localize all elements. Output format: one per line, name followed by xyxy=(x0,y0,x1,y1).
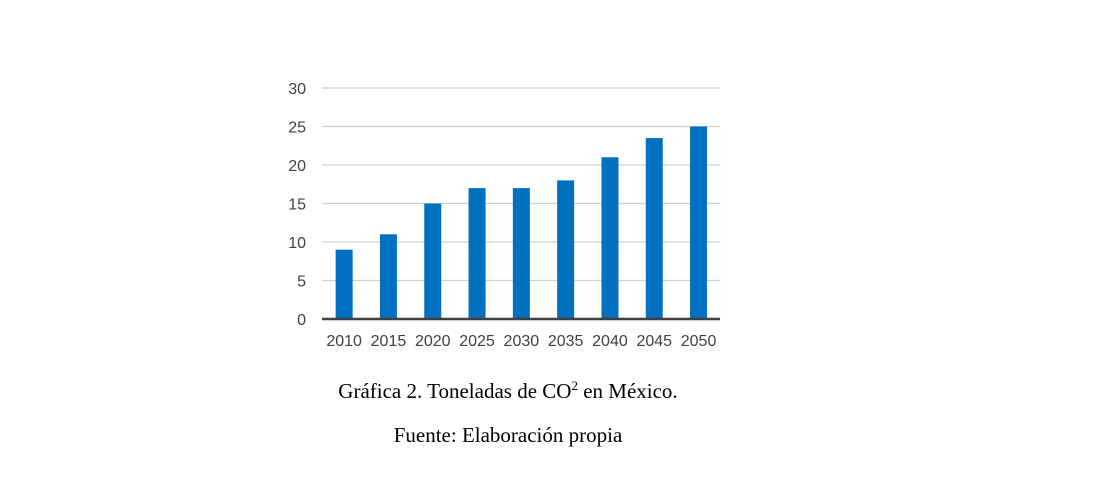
x-tick-label: 2010 xyxy=(326,333,362,350)
x-tick-label: 2045 xyxy=(636,333,672,350)
y-tick-label: 0 xyxy=(297,312,306,329)
bar-2010 xyxy=(335,249,353,319)
caption-superscript: 2 xyxy=(571,378,578,393)
y-tick-label: 25 xyxy=(288,120,306,137)
x-tick-label: 2050 xyxy=(681,333,717,350)
bar-2045 xyxy=(645,138,663,319)
bar-2020 xyxy=(424,203,442,319)
caption-prefix: Gráfica 2. Toneladas de CO xyxy=(338,379,572,403)
y-tick-label: 10 xyxy=(288,235,306,252)
bar-2035 xyxy=(557,180,575,319)
x-tick-label: 2030 xyxy=(504,333,540,350)
x-tick-label: 2025 xyxy=(459,333,495,350)
bar-2025 xyxy=(468,188,486,319)
x-tick-label: 2015 xyxy=(371,333,407,350)
caption-suffix: en México. xyxy=(577,379,678,403)
y-tick-label: 30 xyxy=(288,81,306,98)
figure-source: Fuente: Elaboración propia xyxy=(393,423,623,447)
bars xyxy=(335,126,708,319)
x-tick-label: 2040 xyxy=(592,333,628,350)
x-axis-ticks: 2010 2015 2020 2025 2030 2035 2040 2045 2050 xyxy=(326,333,716,350)
bar-2040 xyxy=(601,157,619,319)
bar-2015 xyxy=(379,234,397,319)
x-tick-label: 2020 xyxy=(415,333,451,350)
y-tick-label: 20 xyxy=(288,158,306,175)
y-tick-label: 15 xyxy=(288,197,306,214)
bar-2030 xyxy=(512,188,530,319)
y-tick-label: 5 xyxy=(297,274,306,291)
bar-2050 xyxy=(690,126,708,319)
y-axis-ticks: 0 5 10 15 20 25 30 xyxy=(288,81,306,329)
figure-caption: Gráfica 2. Toneladas de CO2 en México. xyxy=(0,379,1016,404)
x-tick-label: 2035 xyxy=(548,333,584,350)
